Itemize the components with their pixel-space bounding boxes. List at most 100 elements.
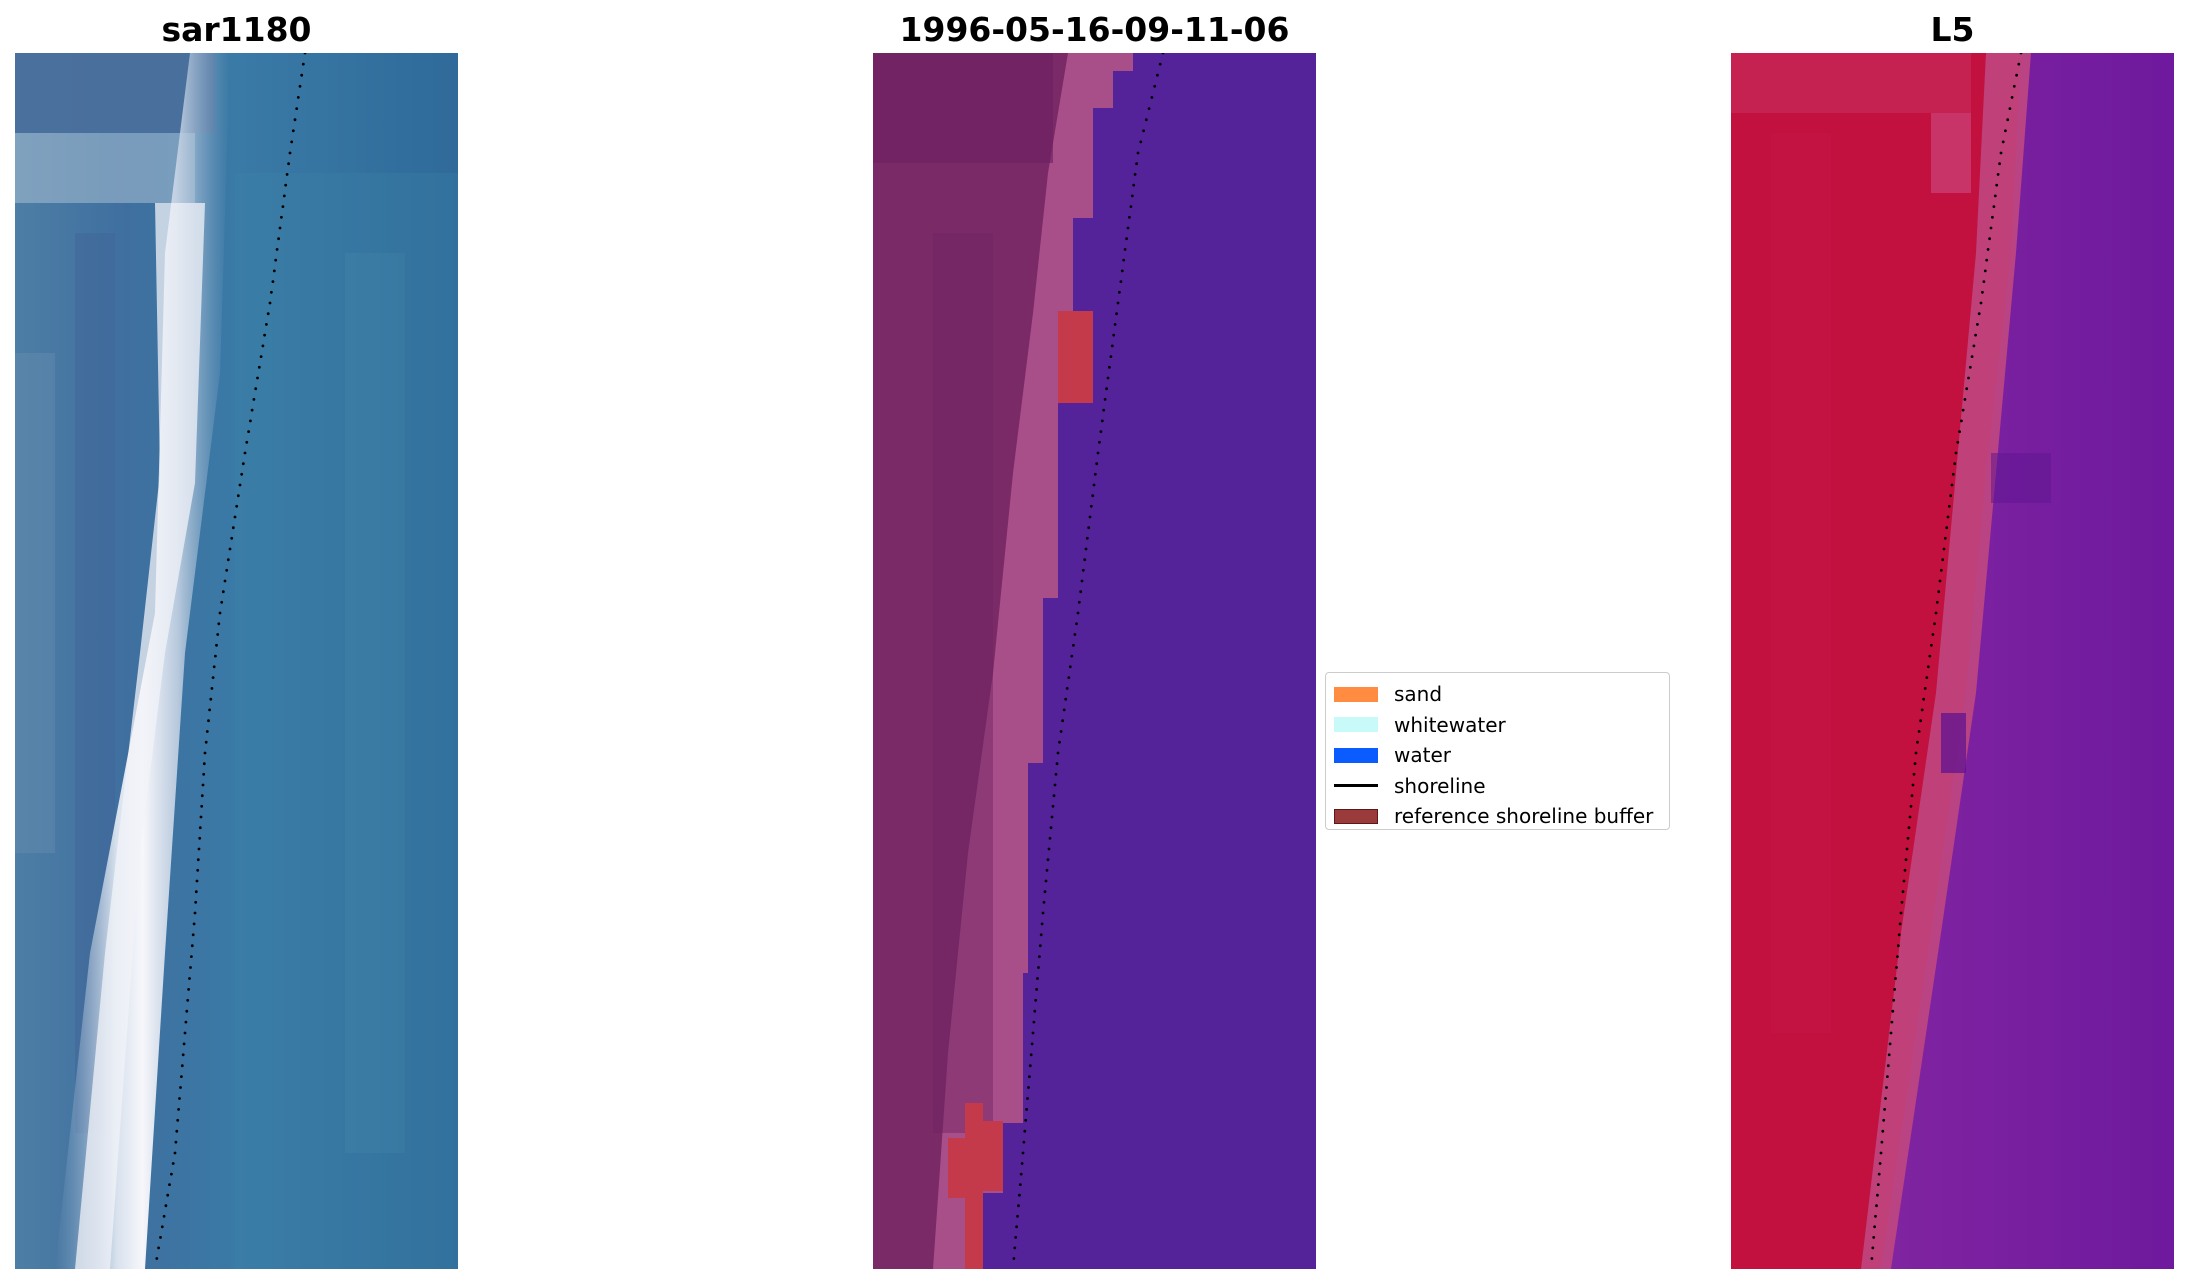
shoreline-point	[1958, 430, 1961, 433]
shoreline-point	[257, 365, 261, 369]
shoreline-point	[1027, 1086, 1030, 1089]
shoreline-point	[1992, 205, 1996, 209]
shoreline-point	[1047, 847, 1051, 851]
shoreline-point	[2004, 129, 2007, 133]
shoreline-point	[192, 922, 196, 926]
shoreline-point	[1096, 451, 1100, 455]
shoreline-point	[1075, 622, 1078, 626]
shoreline-point	[1887, 1053, 1891, 1057]
shoreline-point	[238, 483, 242, 487]
shoreline-point	[1923, 687, 1927, 690]
shoreline-point	[1884, 1097, 1887, 1100]
shoreline-point	[1891, 1009, 1895, 1013]
panel-title-index: L5	[1930, 10, 1975, 49]
shoreline-point	[1129, 205, 1133, 209]
shoreline-point	[1925, 676, 1929, 679]
shoreline-point	[188, 977, 191, 980]
shoreline-point	[1898, 922, 1902, 926]
shoreline-point	[218, 611, 222, 615]
shoreline-point	[204, 740, 208, 744]
shoreline-point	[1042, 900, 1046, 904]
shoreline-point	[1153, 84, 1157, 88]
water-swatch	[1334, 747, 1378, 763]
shoreline-point	[1119, 280, 1123, 283]
shoreline-point	[1025, 1108, 1028, 1111]
shoreline-point	[230, 536, 234, 540]
shoreline-point	[2001, 140, 2005, 144]
shoreline-point	[214, 654, 217, 658]
shoreline-point	[202, 762, 206, 766]
shoreline-point	[1926, 665, 1930, 669]
shoreline-point	[1885, 1086, 1888, 1089]
shoreline-point	[1913, 762, 1917, 766]
shoreline-point	[231, 526, 235, 530]
shoreline-point	[1040, 922, 1044, 926]
shoreline-point	[1939, 568, 1943, 572]
shoreline-point	[1890, 1020, 1894, 1024]
shoreline-point	[1161, 53, 1165, 55]
shoreline-point	[1059, 730, 1063, 733]
shoreline-point	[1073, 633, 1077, 636]
shoreline-point	[1085, 536, 1089, 540]
shoreline-point	[1015, 1225, 1018, 1229]
shoreline-point	[298, 84, 302, 88]
shoreline-point	[1076, 611, 1080, 615]
shoreline-point	[1072, 643, 1075, 647]
shoreline-point	[1113, 323, 1117, 326]
shoreline-point	[300, 73, 304, 77]
shoreline-point	[1942, 547, 1946, 551]
shoreline-point	[1938, 579, 1942, 583]
shoreline-point	[1112, 333, 1116, 337]
shoreline-point	[1109, 355, 1113, 358]
shoreline-point	[1870, 1257, 1874, 1260]
shoreline-point	[263, 333, 266, 337]
shoreline-point	[177, 1108, 181, 1111]
shoreline-point	[1067, 676, 1071, 679]
shoreline-point	[193, 911, 197, 915]
shoreline-point	[1118, 290, 1121, 294]
legend-item-whitewater: whitewater	[1326, 710, 1669, 741]
shoreline-point	[275, 248, 279, 251]
shoreline-point	[296, 96, 300, 99]
shoreline-point	[226, 558, 230, 562]
shoreline-point	[155, 1257, 159, 1260]
shoreline-point	[1123, 248, 1127, 251]
shoreline-point	[1079, 590, 1083, 594]
shoreline-point	[1963, 398, 1967, 401]
shoreline-point	[245, 440, 249, 444]
shoreline-point	[1156, 73, 1159, 77]
shoreline-point	[1084, 547, 1088, 551]
shoreline-point	[1985, 258, 1989, 262]
legend-item-water: water	[1326, 740, 1669, 771]
shoreline-point	[215, 643, 218, 647]
shoreline-point	[1895, 966, 1898, 969]
shoreline-point	[1105, 387, 1108, 391]
shoreline-point	[221, 590, 225, 594]
shoreline-point	[1100, 419, 1104, 423]
shoreline-point	[1879, 1151, 1883, 1155]
shoreline-point	[1016, 1214, 1019, 1218]
shoreline-point	[1968, 365, 1972, 369]
shoreline-point	[200, 794, 204, 798]
shoreline-point	[2010, 96, 2014, 99]
shoreline-point	[1051, 804, 1055, 808]
shoreline-point	[1974, 333, 1977, 337]
shoreline-point	[1930, 643, 1933, 647]
shoreline-point	[1922, 697, 1926, 701]
shoreline-point	[1902, 879, 1906, 883]
shoreline-point	[1996, 173, 2000, 176]
shoreline-point	[1934, 611, 1938, 615]
shoreline-point	[1889, 1031, 1893, 1035]
shoreline-point	[284, 183, 288, 187]
shoreline-point	[207, 719, 210, 723]
shoreline-point	[196, 868, 200, 872]
shoreline-point	[261, 344, 265, 348]
shoreline-point	[1115, 312, 1118, 316]
shoreline-point	[268, 301, 272, 305]
shoreline-point	[1122, 258, 1126, 262]
shoreline-point	[1937, 590, 1941, 594]
shoreline-point	[1106, 376, 1110, 380]
shoreline-point	[1116, 301, 1120, 305]
shoreline-point	[1909, 804, 1913, 808]
shoreline-point	[211, 676, 215, 679]
